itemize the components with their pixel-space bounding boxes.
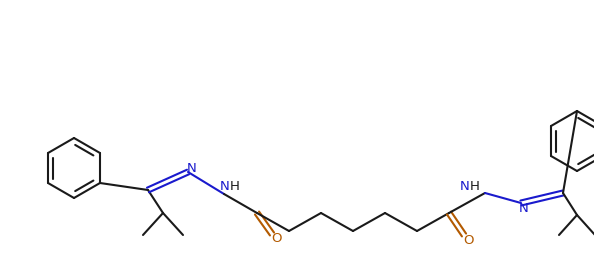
Text: N: N [220, 180, 230, 194]
Text: O: O [271, 233, 282, 245]
Text: N: N [187, 162, 197, 175]
Text: H: H [470, 179, 480, 193]
Text: H: H [230, 180, 240, 194]
Text: N: N [460, 179, 470, 193]
Text: N: N [519, 202, 529, 214]
Text: O: O [464, 234, 474, 248]
